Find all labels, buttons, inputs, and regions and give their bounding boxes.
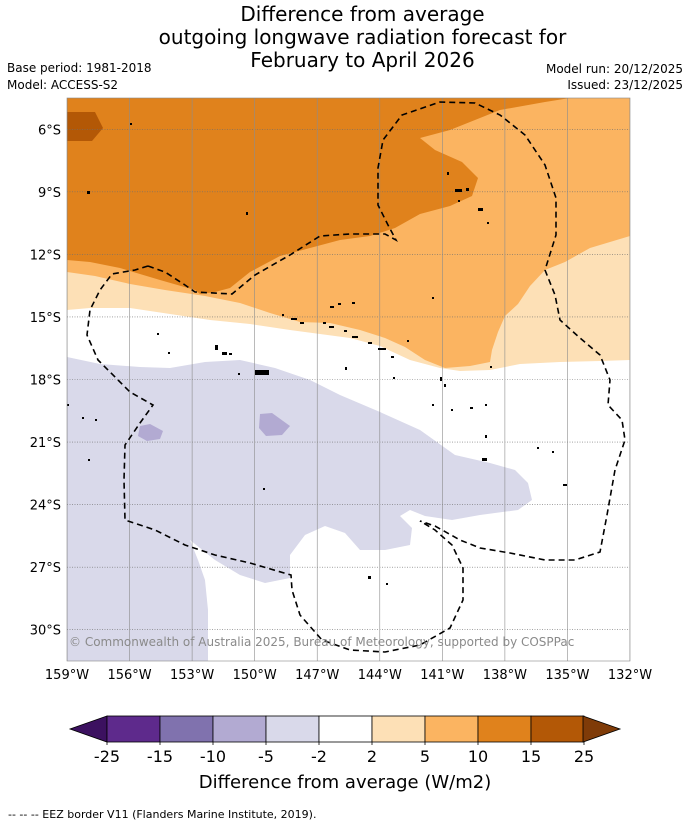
lon-tick-label: 147°W — [295, 668, 339, 683]
map-title-line-3: February to April 2026 — [250, 48, 475, 72]
colorbar-tick-label: 15 — [521, 747, 541, 766]
lon-tick-label: 153°W — [170, 668, 214, 683]
colorbar-bin — [212, 715, 267, 743]
colorbar-tick-label: 5 — [420, 747, 430, 766]
eez-legend-note: -- -- -- EEZ border V11 (Flanders Marine… — [8, 808, 317, 821]
lon-tick-label: 135°W — [545, 668, 589, 683]
eez-border-line — [86, 265, 464, 653]
colorbar-tick-label: -15 — [147, 747, 173, 766]
map-title-line-1: Difference from average — [240, 2, 485, 26]
map-title-line-2: outgoing longwave radiation forecast for — [158, 25, 567, 49]
longitude-axis: 159°W 156°W 153°W 150°W 147°W 144°W 141°… — [45, 668, 652, 683]
lon-tick-label: 141°W — [420, 668, 464, 683]
colorbar-lower-extension — [68, 715, 108, 743]
model-label: Model: ACCESS-S2 — [7, 78, 119, 92]
base-period-label: Base period: 1981-2018 — [7, 61, 152, 75]
colorbar-tick-label: 25 — [574, 747, 594, 766]
lon-tick-label: 144°W — [358, 668, 402, 683]
colorbar-tick-label: 10 — [468, 747, 488, 766]
lat-tick-label: 15°S — [30, 311, 61, 326]
lat-tick-label: 12°S — [30, 248, 61, 263]
colorbar-bin — [159, 715, 214, 743]
issued-label: Issued: 23/12/2025 — [567, 78, 683, 92]
colorbar-bin — [477, 715, 532, 743]
colorbar-bin — [265, 715, 320, 743]
copyright-notice: © Commonwealth of Australia 2025, Bureau… — [69, 635, 574, 649]
lat-tick-label: 9°S — [38, 186, 61, 201]
colorbar-ticks — [106, 742, 585, 745]
colorbar-bins — [106, 715, 585, 743]
strong-positive-region — [67, 98, 570, 294]
colorbar-tick-label: -25 — [94, 747, 120, 766]
very-strong-positive-patch — [67, 112, 103, 141]
lat-tick-label: 18°S — [30, 374, 61, 389]
lat-tick-label: 30°S — [30, 624, 61, 639]
lon-tick-label: 150°W — [233, 668, 277, 683]
model-run-label: Model run: 20/12/2025 — [545, 62, 683, 76]
lat-tick-label: 27°S — [30, 561, 61, 576]
colorbar-tick-label: -10 — [200, 747, 226, 766]
longitude-gridlines — [67, 98, 630, 661]
lon-tick-label: 156°W — [107, 668, 151, 683]
lon-tick-label: 159°W — [45, 668, 89, 683]
colorbar-bin — [106, 715, 161, 743]
eez-border-line — [147, 101, 626, 561]
negative-anomaly-region — [67, 357, 532, 661]
colorbar: -25 -15 -10 -5 -2 2 5 10 15 25 Differenc… — [68, 715, 622, 793]
colorbar-title: Difference from average (W/m2) — [199, 772, 491, 793]
map-frame — [66, 97, 631, 662]
colorbar-tick-label: 2 — [367, 747, 377, 766]
colorbar-tick-labels: -25 -15 -10 -5 -2 2 5 10 15 25 — [94, 747, 594, 766]
colorbar-tick-label: -5 — [258, 747, 274, 766]
colorbar-tick-label: -2 — [311, 747, 327, 766]
colorbar-upper-extension — [582, 715, 622, 743]
island-markers — [67, 123, 567, 585]
colorbar-bin — [318, 715, 373, 743]
lat-tick-label: 24°S — [30, 499, 61, 514]
colorbar-bin — [371, 715, 426, 743]
moderate-negative-patch — [138, 424, 163, 441]
colorbar-bin — [424, 715, 479, 743]
lat-tick-label: 21°S — [30, 436, 61, 451]
lon-tick-label: 138°W — [483, 668, 527, 683]
colorbar-bin — [530, 715, 585, 743]
lon-tick-label: 132°W — [608, 668, 652, 683]
moderate-negative-patch — [259, 413, 290, 436]
map-plot-area — [67, 98, 630, 661]
latitude-axis: 6°S 9°S 12°S 15°S 18°S 21°S 24°S 27°S 30… — [30, 123, 61, 638]
lat-tick-label: 6°S — [38, 123, 61, 138]
